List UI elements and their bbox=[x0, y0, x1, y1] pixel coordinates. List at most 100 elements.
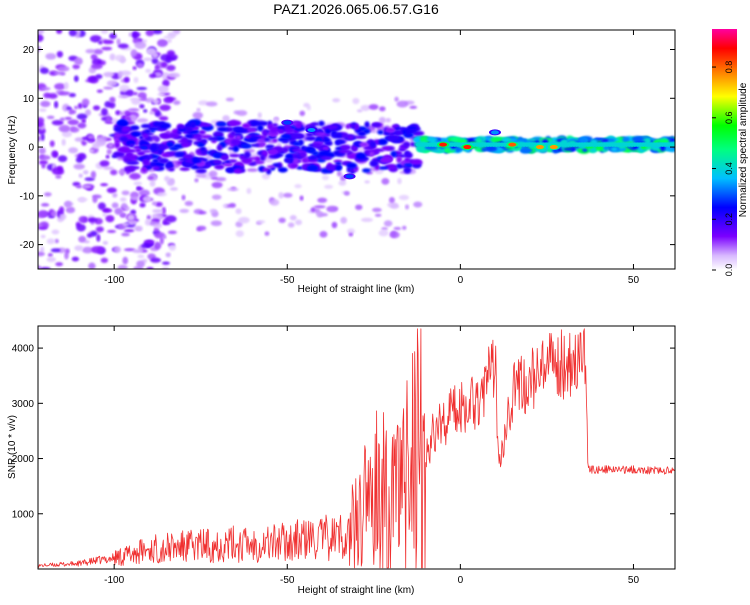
heatmap-cell bbox=[152, 30, 163, 35]
heatmap-cell bbox=[54, 83, 66, 90]
heatmap-cell bbox=[362, 168, 371, 173]
heatmap-cell bbox=[364, 121, 370, 128]
heatmap-cell bbox=[230, 138, 241, 146]
heatmap-cell bbox=[119, 84, 130, 93]
heatmap-cell bbox=[152, 99, 161, 105]
heatmap-cell bbox=[57, 247, 67, 254]
heatmap-cell bbox=[255, 156, 261, 162]
heatmap-cell bbox=[397, 177, 402, 185]
heatmap-cell bbox=[142, 133, 149, 139]
heatmap-cell bbox=[102, 39, 114, 45]
snr-ticks: -100 -50 0 50 1000 2000 3000 4000 bbox=[12, 326, 675, 586]
heatmap-cell bbox=[243, 151, 251, 159]
heatmap-cell bbox=[168, 244, 177, 251]
heatmap-cell bbox=[168, 132, 180, 139]
spectrogram-heatmap bbox=[38, 30, 675, 269]
heatmap-cell bbox=[81, 98, 90, 107]
heatmap-cell bbox=[50, 248, 61, 253]
colorbar-ticks: 0.0 0.2 0.4 0.6 0.8 bbox=[712, 61, 734, 276]
heatmap-cell bbox=[354, 135, 367, 139]
heatmap-cell bbox=[377, 130, 384, 135]
heatmap-cell bbox=[38, 30, 45, 35]
heatmap-cell bbox=[246, 168, 259, 172]
heatmap-cell bbox=[141, 166, 148, 173]
heatmap-cell bbox=[87, 134, 95, 140]
heatmap-cell bbox=[208, 170, 218, 178]
heatmap-cell bbox=[393, 226, 402, 231]
heatmap-cell bbox=[78, 215, 88, 223]
colorbar-label: Normalized spectral amplitude bbox=[738, 82, 749, 217]
heatmap-cell bbox=[166, 141, 174, 148]
heatmap-cell bbox=[484, 145, 498, 152]
heatmap-cell bbox=[108, 102, 116, 109]
heatmap-cell bbox=[327, 124, 339, 130]
heatmap-cell bbox=[158, 158, 169, 164]
heatmap-cell bbox=[390, 203, 400, 209]
heatmap-cell bbox=[88, 262, 96, 269]
snr-frame bbox=[37, 325, 676, 570]
heatmap-cell bbox=[102, 213, 107, 217]
heatmap-cell bbox=[116, 38, 121, 46]
heatmap-cell bbox=[85, 109, 92, 116]
heatmap-cell bbox=[409, 129, 418, 134]
heatmap-cell bbox=[361, 217, 373, 222]
heatmap-cell bbox=[139, 202, 146, 208]
heatmap-cell bbox=[179, 167, 191, 171]
heatmap-cell bbox=[369, 160, 379, 168]
heatmap-cell bbox=[51, 167, 64, 176]
heatmap-cell bbox=[53, 100, 59, 109]
heatmap-cell bbox=[379, 106, 386, 112]
heatmap-cell bbox=[262, 129, 268, 138]
heatmap-cell bbox=[81, 118, 87, 124]
heatmap-cell bbox=[121, 126, 130, 132]
heatmap-cell bbox=[176, 131, 182, 135]
heatmap-cell bbox=[110, 169, 118, 176]
y-tick-label: 4000 bbox=[12, 344, 35, 355]
heatmap-cell bbox=[73, 163, 85, 170]
heatmap-cell bbox=[101, 46, 113, 51]
heatmap-cell bbox=[261, 173, 271, 180]
heatmap-cell bbox=[54, 238, 59, 244]
heatmap-cell bbox=[348, 232, 354, 237]
heatmap-cell bbox=[305, 135, 317, 141]
heatmap-cell bbox=[234, 128, 247, 133]
x-tick-label: 50 bbox=[628, 275, 640, 286]
heatmap-cell bbox=[269, 126, 279, 134]
heatmap-cell bbox=[151, 201, 157, 206]
heatmap-cell bbox=[368, 167, 377, 171]
heatmap-cell bbox=[78, 173, 83, 178]
heatmap-cell bbox=[184, 133, 194, 139]
heatmap-cell bbox=[139, 104, 145, 109]
heatmap-cell bbox=[293, 141, 301, 147]
y-tick-label: 10 bbox=[23, 94, 35, 105]
heatmap-cell bbox=[149, 73, 157, 79]
heatmap-cell bbox=[168, 72, 181, 78]
heatmap-cell bbox=[120, 212, 126, 218]
colorbar-tick-label: 0.0 bbox=[724, 264, 734, 277]
heatmap-cell bbox=[130, 196, 139, 201]
heatmap-cell bbox=[97, 202, 106, 211]
heatmap-cell bbox=[92, 142, 101, 149]
heatmap-cell bbox=[404, 157, 410, 162]
heatmap-cell bbox=[39, 221, 49, 229]
heatmap-cell bbox=[394, 130, 403, 136]
heatmap-peak bbox=[439, 142, 448, 147]
heatmap-cell bbox=[152, 158, 160, 164]
y-tick-label: 3000 bbox=[12, 399, 35, 410]
y-tick-label: -10 bbox=[20, 191, 35, 202]
heatmap-cell bbox=[381, 145, 391, 151]
heatmap-cell bbox=[318, 150, 329, 156]
heatmap-cell bbox=[353, 123, 360, 131]
heatmap-cell bbox=[126, 89, 134, 97]
heatmap-cell bbox=[233, 169, 242, 174]
heatmap-cell bbox=[69, 127, 80, 133]
heatmap-cell bbox=[301, 157, 309, 164]
heatmap-cell bbox=[185, 126, 193, 133]
spectrogram-ylabel: Frequency (Hz) bbox=[7, 116, 18, 185]
heatmap-cell bbox=[90, 230, 98, 237]
heatmap-cell bbox=[352, 97, 360, 105]
heatmap-cell bbox=[132, 249, 144, 254]
heatmap-cell bbox=[196, 227, 202, 232]
heatmap-cell bbox=[43, 192, 52, 197]
